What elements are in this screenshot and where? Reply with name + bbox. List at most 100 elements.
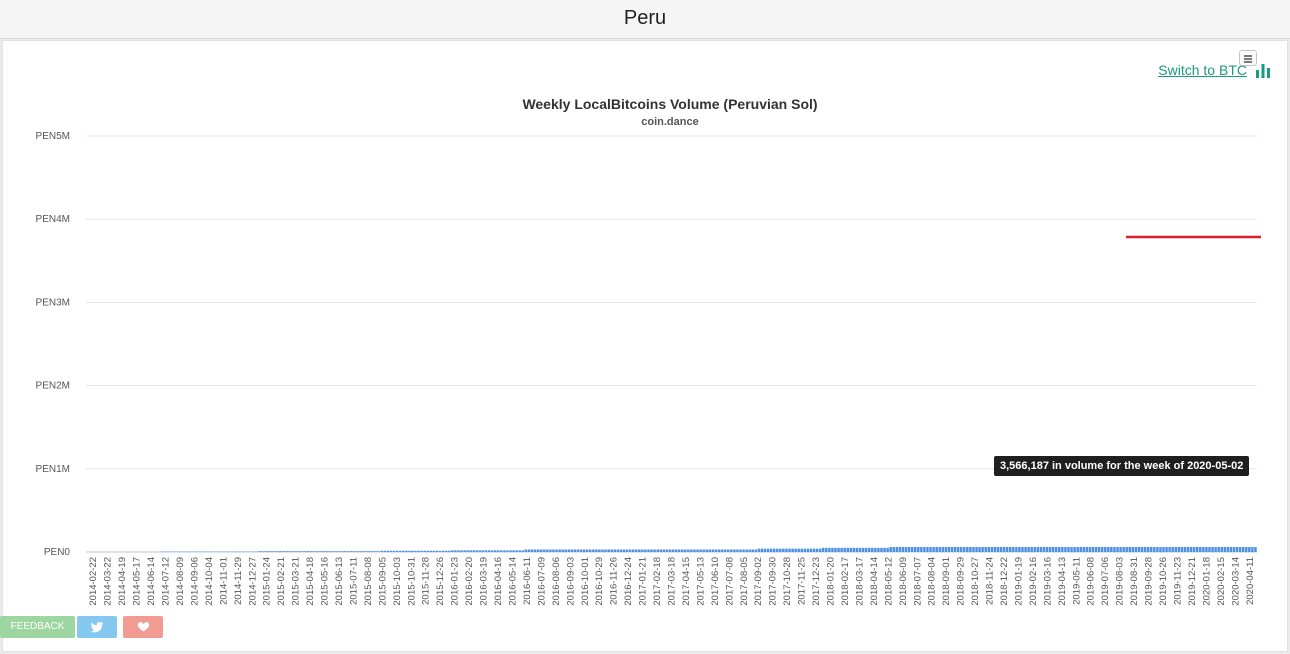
bar[interactable] — [1153, 547, 1156, 552]
bar[interactable] — [1104, 547, 1107, 552]
bar[interactable] — [1202, 547, 1205, 552]
bar[interactable] — [561, 549, 564, 553]
bar[interactable] — [506, 550, 509, 552]
bar[interactable] — [356, 551, 359, 552]
bar[interactable] — [1097, 547, 1101, 552]
bar[interactable] — [803, 548, 807, 552]
bar[interactable] — [414, 550, 417, 552]
bar[interactable] — [788, 548, 791, 552]
bar[interactable] — [549, 549, 552, 553]
bar[interactable] — [797, 548, 800, 552]
bar[interactable] — [546, 549, 549, 553]
bar[interactable] — [947, 547, 951, 552]
bar[interactable] — [880, 547, 883, 552]
bar[interactable] — [490, 550, 494, 552]
bar[interactable] — [779, 548, 782, 552]
bar[interactable] — [959, 547, 963, 552]
bar[interactable] — [607, 549, 610, 553]
bar[interactable] — [484, 550, 488, 552]
bar[interactable] — [628, 549, 632, 553]
bar[interactable] — [726, 549, 730, 553]
bar[interactable] — [723, 549, 727, 553]
bar[interactable] — [702, 549, 705, 553]
bar[interactable] — [693, 549, 696, 553]
bar[interactable] — [828, 547, 831, 552]
bar[interactable] — [487, 550, 491, 552]
bar[interactable] — [910, 547, 914, 552]
bar[interactable] — [1168, 547, 1171, 552]
bar[interactable] — [368, 551, 371, 552]
bar[interactable] — [539, 549, 543, 553]
bar[interactable] — [950, 547, 954, 552]
bar[interactable] — [978, 547, 981, 552]
bar[interactable] — [1214, 547, 1217, 552]
bar[interactable] — [1045, 547, 1049, 552]
bar[interactable] — [1156, 547, 1159, 552]
bar[interactable] — [567, 549, 571, 553]
bar[interactable] — [1131, 547, 1135, 552]
bar[interactable] — [926, 547, 929, 552]
bar[interactable] — [444, 550, 448, 552]
bar[interactable] — [831, 547, 834, 552]
bar[interactable] — [319, 551, 322, 552]
bar[interactable] — [325, 551, 328, 552]
bar[interactable] — [340, 551, 344, 552]
bar[interactable] — [987, 547, 990, 552]
bar[interactable] — [874, 547, 877, 552]
bar[interactable] — [736, 549, 739, 553]
bar[interactable] — [674, 549, 678, 553]
bar[interactable] — [1107, 547, 1110, 552]
bar[interactable] — [984, 547, 987, 552]
bar[interactable] — [999, 547, 1003, 552]
bar[interactable] — [1159, 547, 1162, 552]
bar[interactable] — [929, 547, 932, 552]
heart-button[interactable] — [123, 616, 163, 638]
bar[interactable] — [1177, 547, 1181, 552]
bar[interactable] — [297, 551, 301, 552]
bar[interactable] — [699, 549, 702, 553]
bar[interactable] — [969, 547, 972, 552]
bar[interactable] — [1251, 547, 1254, 552]
bar[interactable] — [837, 547, 840, 552]
bar[interactable] — [690, 549, 693, 553]
bar[interactable] — [423, 550, 426, 552]
bar[interactable] — [1070, 547, 1073, 552]
bar[interactable] — [518, 550, 521, 552]
bar[interactable] — [717, 549, 721, 553]
bar[interactable] — [917, 547, 920, 552]
bar[interactable] — [877, 547, 880, 552]
bar[interactable] — [1064, 547, 1067, 552]
bar[interactable] — [300, 551, 304, 552]
bar[interactable] — [659, 549, 662, 553]
bar[interactable] — [684, 549, 687, 553]
bar[interactable] — [871, 547, 874, 552]
bar[interactable] — [524, 549, 528, 553]
bar[interactable] — [313, 551, 316, 552]
bar[interactable] — [264, 551, 267, 552]
bar[interactable] — [478, 550, 482, 552]
bar[interactable] — [1027, 547, 1030, 552]
switch-to-btc-link[interactable]: Switch to BTC — [1158, 62, 1247, 78]
bar[interactable] — [564, 549, 567, 553]
bar[interactable] — [359, 551, 362, 552]
bar[interactable] — [481, 550, 485, 552]
bar[interactable] — [328, 551, 331, 552]
bar[interactable] — [1048, 547, 1052, 552]
bar[interactable] — [509, 550, 512, 552]
bar[interactable] — [1073, 547, 1076, 552]
bar[interactable] — [576, 549, 580, 553]
bar[interactable] — [993, 547, 997, 552]
bar[interactable] — [864, 547, 868, 552]
bar[interactable] — [1241, 547, 1245, 552]
bar[interactable] — [432, 550, 436, 552]
bar[interactable] — [463, 550, 466, 552]
bar[interactable] — [349, 551, 353, 552]
bar[interactable] — [671, 549, 675, 553]
bar[interactable] — [1100, 547, 1104, 552]
bar[interactable] — [892, 547, 895, 552]
bar[interactable] — [1238, 547, 1242, 552]
bar[interactable] — [966, 547, 969, 552]
bar[interactable] — [1012, 547, 1015, 552]
bar[interactable] — [585, 549, 589, 553]
bar[interactable] — [763, 548, 767, 552]
